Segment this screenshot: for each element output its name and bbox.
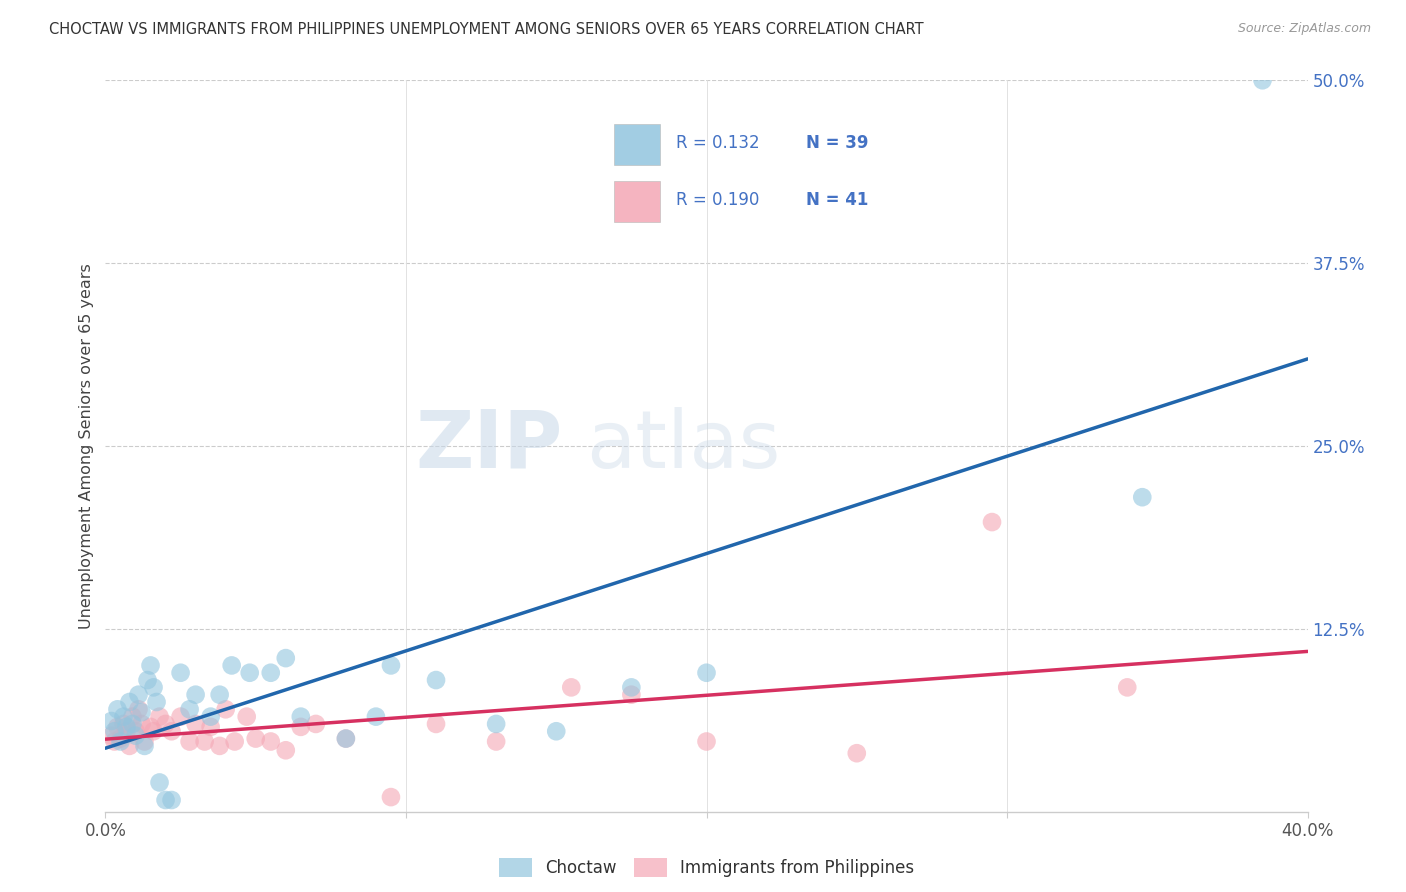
Point [274,743,297,757]
Text: CHOCTAW VS IMMIGRANTS FROM PHILIPPINES UNEMPLOYMENT AMONG SENIORS OVER 65 YEARS : CHOCTAW VS IMMIGRANTS FROM PHILIPPINES U… [49,22,924,37]
Point [485,717,508,731]
Point [112,717,135,731]
Point [100,729,122,743]
Point [121,717,143,731]
Text: ZIP: ZIP [415,407,562,485]
Point [148,775,170,789]
Point [380,790,402,805]
Point [260,665,283,680]
Point [194,734,217,748]
Point [169,665,191,680]
Point [335,731,357,746]
Point [290,720,312,734]
Point [179,734,201,748]
Point [139,658,162,673]
Point [134,734,156,748]
Point [200,709,222,723]
Point [274,651,297,665]
Point [110,734,132,748]
Point [160,793,183,807]
Point [131,717,153,731]
Point [103,734,125,748]
Point [142,724,165,739]
Point [118,739,141,753]
Point [100,714,122,728]
Point [131,705,153,719]
Point [245,731,267,746]
Point [546,724,568,739]
Point [136,673,159,687]
Point [208,739,231,753]
Point [184,717,207,731]
Point [184,688,207,702]
Point [155,717,177,731]
Y-axis label: Unemployment Among Seniors over 65 years: Unemployment Among Seniors over 65 years [79,263,94,629]
Point [380,658,402,673]
Point [139,720,162,734]
Point [696,665,718,680]
Point [107,720,129,734]
Point [121,709,143,723]
Point [221,658,243,673]
Point [142,681,165,695]
Point [1116,681,1139,695]
Point [124,724,146,739]
Point [981,515,1004,529]
Point [620,681,643,695]
Point [112,709,135,723]
Text: Source: ZipAtlas.com: Source: ZipAtlas.com [1237,22,1371,36]
Point [425,717,447,731]
Point [364,709,387,723]
Point [145,695,167,709]
Point [107,702,129,716]
Point [118,695,141,709]
Point [103,724,125,739]
Point [200,720,222,734]
Point [169,709,191,723]
Point [110,731,132,746]
Point [115,720,138,734]
Point [1251,73,1274,87]
Point [179,702,201,716]
Point [115,724,138,739]
Point [128,688,150,702]
Point [124,729,146,743]
Point [845,746,868,760]
Point [560,681,582,695]
Point [148,709,170,723]
Point [208,688,231,702]
Point [214,702,236,716]
Point [224,734,246,748]
Point [160,724,183,739]
Point [155,793,177,807]
Point [696,734,718,748]
Point [485,734,508,748]
Point [260,734,283,748]
Point [290,709,312,723]
Point [235,709,257,723]
Point [425,673,447,687]
Point [620,688,643,702]
Point [239,665,262,680]
Point [128,702,150,716]
Point [1130,490,1153,504]
Point [134,739,156,753]
Point [305,717,328,731]
Point [335,731,357,746]
Text: atlas: atlas [586,407,780,485]
Legend: Choctaw, Immigrants from Philippines: Choctaw, Immigrants from Philippines [492,851,921,884]
